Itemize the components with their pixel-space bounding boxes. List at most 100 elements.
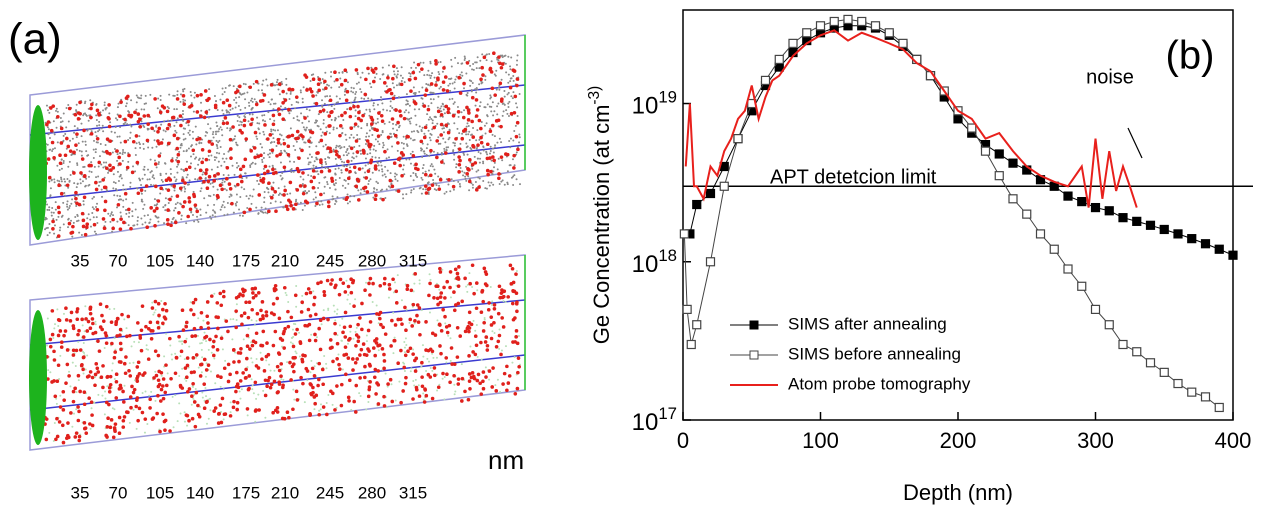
- ge-atom: [71, 225, 75, 229]
- ge-atom: [93, 223, 97, 227]
- ge-atom: [200, 363, 204, 367]
- atom: [229, 109, 231, 111]
- atom: [106, 107, 108, 109]
- atom: [96, 119, 98, 121]
- atom: [253, 189, 255, 191]
- atom: [84, 330, 86, 332]
- ge-atom: [473, 377, 477, 381]
- atom: [384, 197, 386, 199]
- atom: [375, 150, 377, 152]
- marker: [680, 230, 688, 238]
- ge-atom: [396, 361, 400, 365]
- atom: [349, 303, 351, 305]
- ge-atom: [489, 315, 493, 319]
- atom: [369, 152, 371, 154]
- atom: [467, 154, 469, 156]
- ge-atom: [65, 137, 69, 141]
- atom: [321, 203, 323, 205]
- atom: [252, 385, 254, 387]
- ge-atom: [221, 397, 225, 401]
- atom: [259, 176, 261, 178]
- ge-atom: [253, 146, 257, 150]
- atom: [220, 209, 222, 211]
- atom: [193, 394, 195, 396]
- ge-atom: [169, 224, 173, 228]
- ge-atom: [261, 99, 265, 103]
- atom: [388, 64, 390, 66]
- atom: [484, 125, 486, 127]
- ge-atom: [278, 369, 282, 373]
- atom: [339, 145, 341, 147]
- atom: [450, 59, 452, 61]
- ge-atom: [391, 117, 395, 121]
- atom: [461, 170, 463, 172]
- ge-atom: [433, 373, 437, 377]
- atom: [206, 132, 208, 134]
- atom: [184, 138, 186, 140]
- atom: [191, 404, 193, 406]
- atom: [215, 131, 217, 133]
- ge-atom: [131, 171, 135, 175]
- atom: [476, 148, 478, 150]
- ge-atom: [383, 282, 387, 286]
- atom: [76, 186, 78, 188]
- ge-atom: [51, 333, 55, 337]
- atom: [160, 124, 162, 126]
- atom: [346, 299, 348, 301]
- atom: [128, 111, 130, 113]
- atom: [420, 366, 422, 368]
- atom: [210, 371, 212, 373]
- atom: [281, 172, 283, 174]
- ge-atom: [354, 185, 358, 189]
- atom: [251, 319, 253, 321]
- atom: [375, 138, 377, 140]
- atom: [494, 384, 496, 386]
- atom: [198, 367, 200, 369]
- atom: [171, 157, 173, 159]
- atom: [274, 103, 276, 105]
- ge-atom: [110, 342, 114, 346]
- atom: [223, 214, 225, 216]
- atom: [248, 120, 250, 122]
- atom: [160, 174, 162, 176]
- ge-atom: [483, 267, 487, 271]
- atom: [444, 193, 446, 195]
- ge-atom: [344, 311, 348, 315]
- atom: [174, 353, 176, 355]
- atom: [451, 65, 453, 67]
- atom: [353, 137, 355, 139]
- atom: [154, 139, 156, 141]
- atom: [454, 145, 456, 147]
- ge-atom: [182, 94, 186, 98]
- ge-atom: [328, 169, 332, 173]
- ge-atom: [317, 89, 321, 93]
- atom: [345, 88, 347, 90]
- atom: [457, 181, 459, 183]
- ge-atom: [194, 334, 198, 338]
- ge-atom: [117, 203, 121, 207]
- ge-atom: [192, 193, 196, 197]
- atom: [56, 308, 58, 310]
- atom: [516, 59, 518, 61]
- ge-atom: [261, 314, 265, 318]
- ge-atom: [76, 405, 80, 409]
- atom: [88, 176, 90, 178]
- marker: [683, 305, 691, 313]
- atom: [165, 333, 167, 335]
- atom: [217, 178, 219, 180]
- ge-atom: [474, 161, 478, 165]
- atom: [144, 222, 146, 224]
- ge-atom: [80, 318, 84, 322]
- ge-atom: [314, 339, 318, 343]
- atom: [384, 123, 386, 125]
- ge-atom: [507, 381, 511, 385]
- atom: [290, 171, 292, 173]
- atom: [342, 127, 344, 129]
- ge-atom: [232, 348, 236, 352]
- atom: [307, 116, 309, 118]
- atom: [419, 71, 421, 73]
- atom: [436, 389, 438, 391]
- ge-atom: [479, 136, 483, 140]
- atom: [512, 175, 514, 177]
- ge-atom: [430, 82, 434, 86]
